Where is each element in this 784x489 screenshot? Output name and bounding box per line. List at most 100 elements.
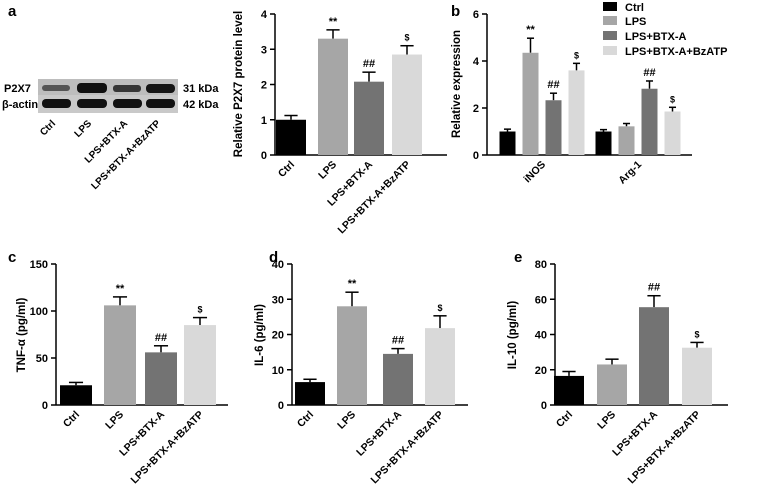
- legend-label-btx: LPS+BTX-A: [625, 31, 686, 43]
- chart-p2x7-protein: 0 1 2 3 4 Relative P2X7 protein level Ctrl ** LP…: [233, 9, 447, 236]
- y-tick-label: 10: [272, 365, 284, 377]
- y-tick-label: 4: [261, 9, 268, 21]
- y-tick-label: 1: [261, 115, 267, 127]
- significance-label: **: [116, 283, 125, 295]
- y-axis-label: Relative expression: [451, 30, 463, 138]
- x-tick-label: Ctrl: [554, 409, 575, 430]
- chart-il6: 0 10 20 30 40 IL-6 (pg/ml) Ctrl ** LPS ## LPS+BTX-…: [254, 259, 468, 486]
- panel-label-e: e: [514, 249, 522, 266]
- panel-label-d: d: [269, 249, 278, 266]
- x-tick-label: Ctrl: [61, 409, 82, 430]
- y-tick-label: 30: [272, 294, 284, 306]
- x-tick-label: LPS+BTX-A+BzATP: [335, 159, 413, 237]
- bar-lps-btx-a-bzatp: [682, 347, 712, 405]
- y-tick-label: 4: [473, 56, 480, 68]
- panel-label-c: c: [8, 249, 16, 266]
- bar-ctrl: [295, 382, 325, 405]
- x-tick-label: LPS: [595, 409, 618, 432]
- blot-lane-label-lps: LPS: [73, 118, 95, 140]
- significance-label: ##: [155, 332, 167, 344]
- bar-lps: [104, 305, 136, 405]
- bar-lps-btx-a: [639, 307, 669, 405]
- blot-actin-background: [38, 95, 178, 113]
- bar-lps: [337, 306, 367, 405]
- legend-swatch-lps: [603, 16, 617, 25]
- y-tick-label: 40: [272, 259, 284, 271]
- chart-tnf-alpha: 0 50 100 150 TNF-α (pg/ml) Ctrl ** LPS ## LPS+BTX…: [16, 259, 228, 486]
- y-axis-label: IL-10 (pg/ml): [507, 301, 519, 370]
- legend-swatch-btx: [603, 31, 617, 40]
- bar-lps-btx-a: [354, 81, 384, 155]
- blot-band-p2x7-btx: [113, 85, 141, 92]
- y-axis-label: IL-6 (pg/ml): [254, 304, 266, 366]
- significance-label: ##: [648, 282, 660, 294]
- significance-label: ##: [547, 79, 559, 91]
- significance-label: $: [574, 50, 579, 60]
- bar-lps-btx-a: [545, 100, 562, 155]
- blot-band-p2x7-bzatp: [146, 84, 175, 93]
- y-tick-label: 50: [36, 353, 48, 365]
- x-tick-label: iNOS: [521, 159, 548, 186]
- bar-ctrl: [595, 131, 612, 155]
- bar-lps-btx-a-bzatp: [568, 70, 585, 155]
- blot-lane-label-ctrl: Ctrl: [38, 118, 58, 138]
- bar-lps-btx-a-bzatp: [392, 54, 422, 155]
- blot-band-actin-bzatp: [146, 99, 175, 108]
- y-tick-label: 20: [272, 330, 284, 342]
- x-tick-label: Ctrl: [276, 159, 297, 180]
- chart-il10: 0 20 40 60 80 IL-10 (pg/ml) Ctrl LPS ## LPS+BTX-A…: [507, 259, 728, 486]
- blot-band-actin-lps: [77, 99, 107, 108]
- legend-swatch-bzatp: [603, 46, 617, 55]
- significance-label: **: [329, 16, 338, 28]
- bar-lps-btx-a-bzatp: [184, 325, 216, 405]
- bar-ctrl: [499, 131, 516, 155]
- y-tick-label: 0: [261, 150, 267, 162]
- y-tick-label: 6: [473, 9, 479, 21]
- y-tick-label: 80: [535, 259, 547, 271]
- bar-lps-btx-a: [145, 352, 177, 405]
- x-tick-label: LPS: [103, 409, 126, 432]
- y-tick-label: 60: [535, 294, 547, 306]
- x-tick-label: LPS+BTX-A+BzATP: [625, 409, 703, 487]
- bar-lps: [597, 364, 627, 405]
- bar-lps-btx-a-bzatp: [664, 111, 681, 155]
- bar-lps: [318, 38, 348, 155]
- significance-label: ##: [392, 335, 404, 347]
- y-tick-label: 3: [261, 44, 267, 56]
- blot-band-actin-btx: [113, 99, 142, 108]
- significance-label: **: [526, 24, 535, 36]
- y-tick-label: 0: [473, 150, 479, 162]
- blot-band-p2x7-ctrl: [42, 85, 70, 91]
- bar-lps-btx-a: [641, 88, 658, 155]
- y-tick-label: 0: [42, 400, 48, 412]
- blot-row-label-actin: β-actin: [2, 99, 38, 111]
- y-axis-label: TNF-α (pg/ml): [16, 297, 28, 372]
- x-tick-label: Ctrl: [295, 409, 316, 430]
- significance-label: $: [437, 303, 442, 313]
- legend-label-lps: LPS: [625, 16, 646, 28]
- legend-swatch-ctrl: [603, 2, 617, 11]
- bar-lps: [522, 52, 539, 155]
- blot-size-p2x7: 31 kDa: [183, 83, 219, 95]
- x-tick-label: LPS+BTX-A+BzATP: [128, 409, 206, 487]
- y-tick-label: 100: [30, 306, 48, 318]
- y-tick-label: 20: [535, 365, 547, 377]
- blot-p2x7-background: [38, 79, 178, 95]
- significance-label: ##: [643, 67, 655, 79]
- blot-row-label-p2x7: P2X7: [4, 83, 31, 95]
- bar-lps-btx-a: [383, 353, 413, 405]
- y-tick-label: 2: [261, 80, 267, 92]
- bar-ctrl: [60, 385, 92, 405]
- y-tick-label: 150: [30, 259, 48, 271]
- significance-label: $: [404, 33, 409, 43]
- western-blot: P2X7 β-actin 31 kDa 42 kDa Ctrl LPS LPS+…: [2, 79, 219, 192]
- blot-size-actin: 42 kDa: [183, 99, 219, 111]
- legend-label-bzatp: LPS+BTX-A+BzATP: [625, 46, 727, 58]
- y-tick-label: 0: [541, 400, 547, 412]
- x-tick-label: Arg-1: [616, 159, 644, 187]
- y-axis-label: Relative P2X7 protein level: [233, 11, 245, 157]
- x-tick-label: LPS: [335, 409, 358, 432]
- significance-label: **: [348, 278, 357, 290]
- y-tick-label: 2: [473, 103, 479, 115]
